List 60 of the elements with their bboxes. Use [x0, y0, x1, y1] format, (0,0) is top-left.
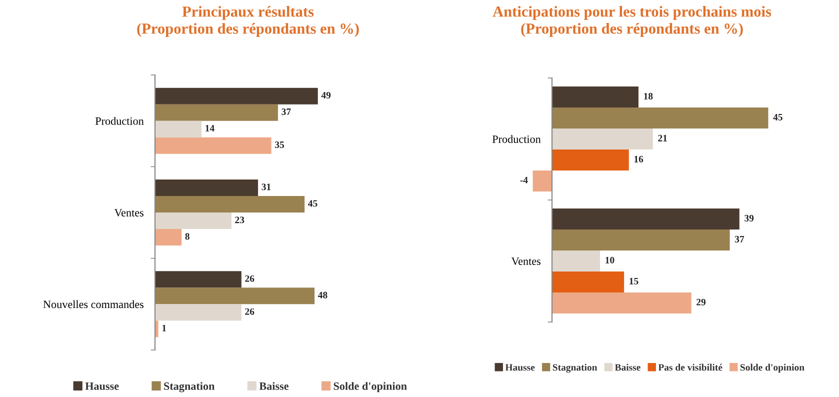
data-label: 37	[282, 108, 291, 116]
bar	[155, 288, 315, 304]
legend-label: Hausse	[505, 364, 535, 371]
data-label: 16	[634, 156, 644, 162]
bar	[552, 149, 629, 170]
bar	[552, 271, 624, 292]
bar	[552, 108, 768, 129]
data-label: -4	[520, 176, 528, 184]
legend-label: Hausse	[85, 382, 119, 390]
data-label: 29	[696, 298, 706, 306]
data-label: 18	[644, 92, 653, 100]
data-label: 15	[630, 278, 638, 284]
data-label: 1	[162, 324, 166, 332]
bar	[155, 304, 242, 321]
bar	[155, 212, 232, 229]
data-label: 10	[606, 256, 614, 264]
data-label: 26	[245, 308, 254, 315]
bar	[552, 208, 740, 230]
legend-label: Baisse	[614, 364, 640, 371]
bar	[552, 128, 653, 150]
data-label: 23	[235, 216, 244, 224]
bar	[155, 320, 158, 338]
data-label: 45	[308, 200, 318, 207]
chart-title: Anticipations pour les trois prochains mois (Proportion des répondants en %)	[492, 6, 772, 37]
data-label: 14	[206, 125, 214, 132]
bar	[155, 137, 272, 154]
data-label: 39	[744, 214, 754, 222]
bar	[155, 104, 278, 121]
legend-label: Baisse	[259, 382, 289, 390]
data-label: 49	[321, 92, 331, 99]
y-tick-label: Production	[95, 116, 144, 125]
data-label: 35	[275, 141, 284, 148]
chart-title: Principaux résultats (Proportion des répondants en %)	[137, 6, 359, 37]
data-label: 48	[318, 292, 328, 298]
data-label: 26	[245, 275, 254, 282]
bar	[552, 292, 692, 314]
bar	[552, 230, 730, 251]
y-tick-label: Nouvelles commandes	[43, 300, 144, 308]
bar	[155, 229, 182, 246]
bar	[155, 88, 318, 104]
data-label: 21	[658, 134, 667, 142]
data-label: 31	[262, 184, 271, 190]
legend-label: Stagnation	[552, 364, 598, 373]
legend-label: Stagnation	[164, 382, 215, 392]
legend-label: Pas de visibilité	[658, 364, 722, 371]
bar	[552, 86, 638, 108]
bar	[155, 120, 202, 138]
bar	[552, 250, 600, 272]
y-tick-label: Production	[492, 135, 541, 143]
bar	[155, 271, 242, 288]
y-tick-label: Ventes	[511, 258, 540, 266]
bar	[532, 170, 552, 192]
bar	[155, 180, 258, 196]
y-tick-label: Ventes	[114, 209, 144, 217]
legend-label: Solde d'opinion	[334, 382, 407, 392]
data-label: 45	[773, 114, 782, 120]
data-label: 8	[185, 233, 190, 240]
bar	[155, 196, 305, 212]
data-label: 37	[734, 236, 744, 242]
legend-label: Solde d'opinion	[740, 364, 804, 373]
